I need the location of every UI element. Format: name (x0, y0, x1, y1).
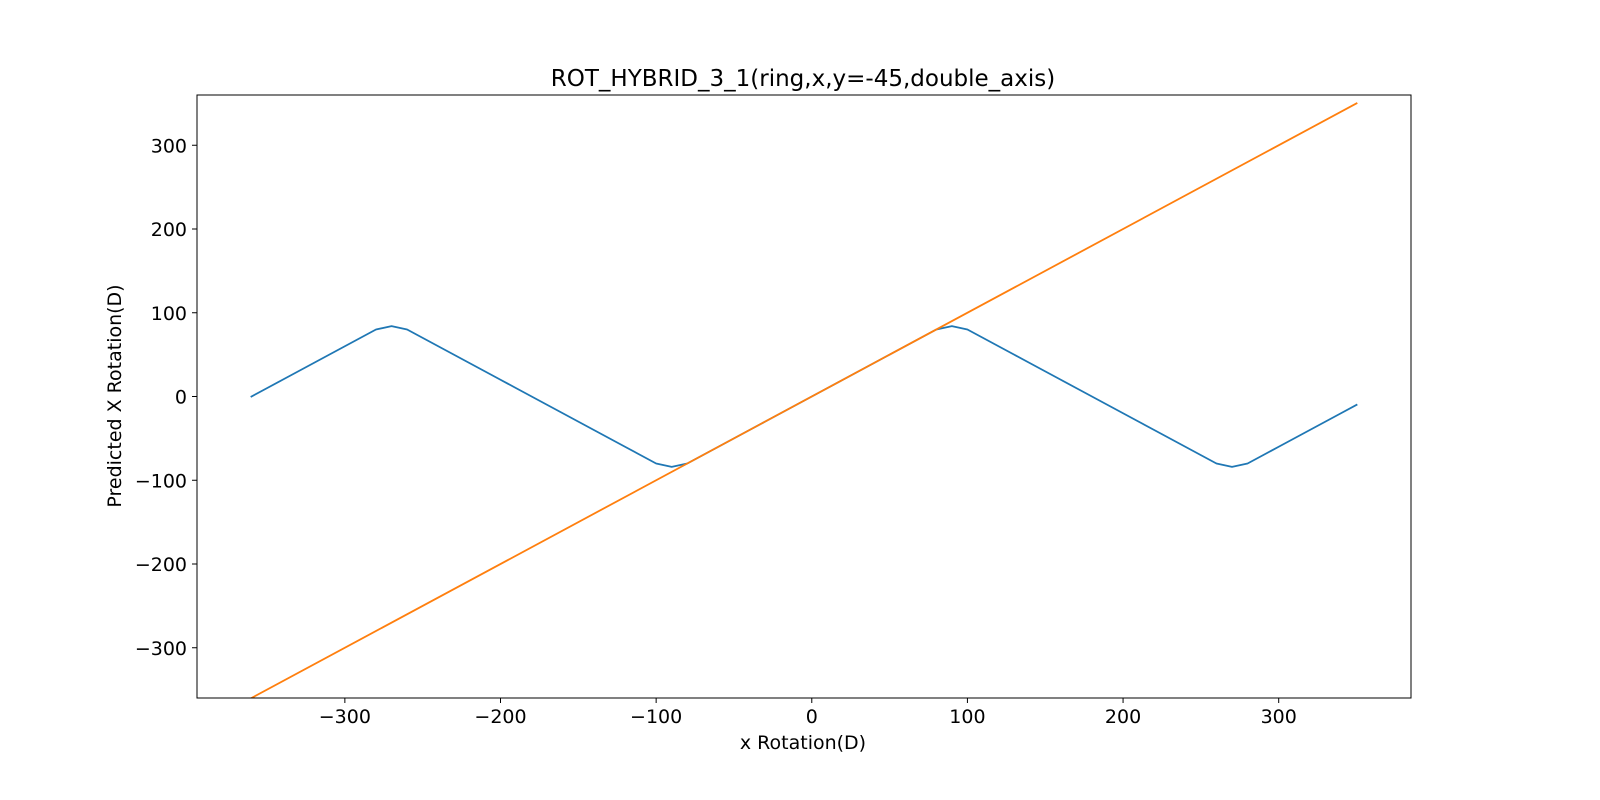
y-axis: −300 −200 −100 0 100 200 300 (135, 135, 197, 660)
y-tick-label: −200 (135, 554, 187, 576)
x-axis: −300 −200 −100 0 100 200 300 (319, 698, 1297, 728)
y-tick-label: 300 (151, 135, 187, 157)
x-tick-label: −300 (319, 706, 371, 728)
series-line-2 (250, 102, 1358, 698)
y-tick-label: 200 (151, 219, 187, 241)
y-tick-label: −100 (135, 470, 187, 492)
x-tick-label: −200 (474, 706, 526, 728)
plot-area (250, 102, 1358, 698)
x-tick-label: 100 (949, 706, 985, 728)
y-axis-label: Predicted X Rotation(D) (104, 284, 126, 507)
series-line-1 (250, 325, 1358, 468)
x-tick-label: 200 (1105, 706, 1141, 728)
x-axis-label: x Rotation(D) (740, 732, 866, 754)
x-tick-label: −100 (630, 706, 682, 728)
y-tick-label: −300 (135, 638, 187, 660)
x-tick-label: 0 (806, 706, 818, 728)
chart-title: ROT_HYBRID_3_1(ring,x,y=-45,double_axis) (551, 66, 1055, 92)
y-tick-label: 100 (151, 303, 187, 325)
y-tick-label: 0 (175, 387, 187, 409)
plot-frame (196, 94, 1412, 699)
x-tick-label: 300 (1261, 706, 1297, 728)
